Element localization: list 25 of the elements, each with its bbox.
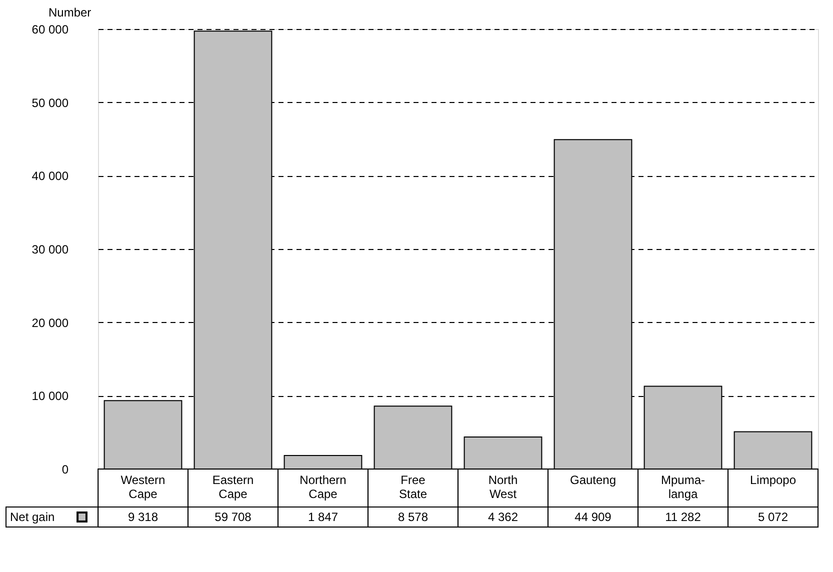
x-tick-label: Northern Cape — [300, 473, 346, 501]
legend-label: Net gain — [10, 510, 55, 524]
y-tick-label: 50 000 — [32, 96, 69, 110]
data-label: 11 282 — [665, 510, 702, 524]
x-tick-label: North West — [488, 473, 518, 501]
x-tick-label: Eastern Cape — [212, 473, 254, 501]
x-tick-label: Western Cape — [120, 473, 166, 501]
data-label: 8 578 — [398, 510, 428, 524]
data-label: 1 847 — [308, 510, 338, 524]
x-tick-label: Mpuma-langa — [660, 473, 706, 501]
x-tick-label: Gauteng — [570, 473, 616, 487]
y-tick-label: 40 000 — [32, 169, 69, 184]
y-tick-label: 60 000 — [32, 22, 69, 36]
y-tick-label: 30 000 — [32, 242, 69, 256]
data-label: 44 909 — [574, 510, 612, 524]
data-label: 59 708 — [214, 510, 252, 524]
y-tick-label: 20 000 — [32, 316, 69, 330]
y-tick-label: 10 000 — [32, 389, 69, 404]
data-label: 4 362 — [488, 510, 518, 524]
y-axis-title: Number — [48, 6, 92, 20]
data-label: 5 072 — [758, 510, 788, 524]
x-tick-label: Free State — [398, 473, 428, 501]
x-tick-label: Limpopo — [750, 473, 796, 487]
data-label: 9 318 — [128, 510, 158, 524]
y-tick-label: 0 — [62, 462, 69, 476]
